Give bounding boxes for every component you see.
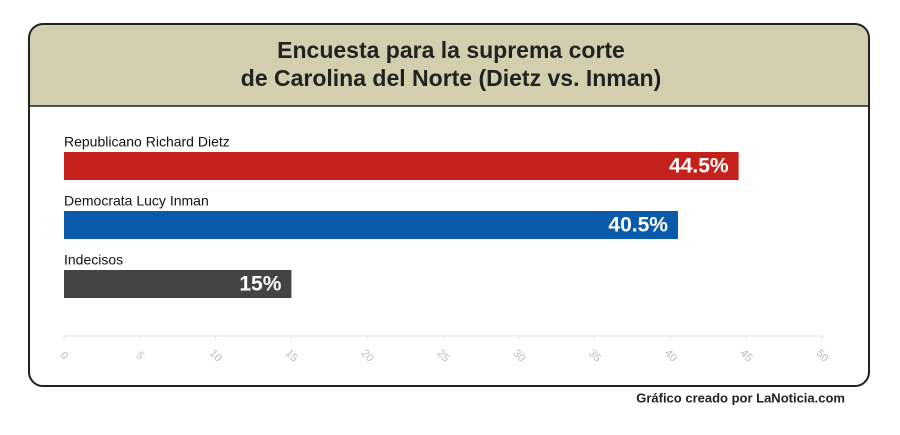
category-label: Republicano Richard Dietz xyxy=(64,134,230,150)
source-credit: Gráfico creado por LaNoticia.com xyxy=(636,390,845,405)
panel-border xyxy=(28,23,870,387)
bar xyxy=(64,152,739,180)
bar xyxy=(64,270,292,298)
category-label: Indecisos xyxy=(64,252,123,268)
value-label: 15% xyxy=(239,273,281,296)
value-label: 40.5% xyxy=(608,214,668,237)
category-label: Democrata Lucy Inman xyxy=(64,193,209,209)
value-label: 44.5% xyxy=(669,155,729,178)
chart-title: Encuesta para la suprema corte xyxy=(277,37,625,63)
bar xyxy=(64,211,678,239)
header-band xyxy=(29,24,869,106)
chart-title: de Carolina del Norte (Dietz vs. Inman) xyxy=(241,65,661,91)
